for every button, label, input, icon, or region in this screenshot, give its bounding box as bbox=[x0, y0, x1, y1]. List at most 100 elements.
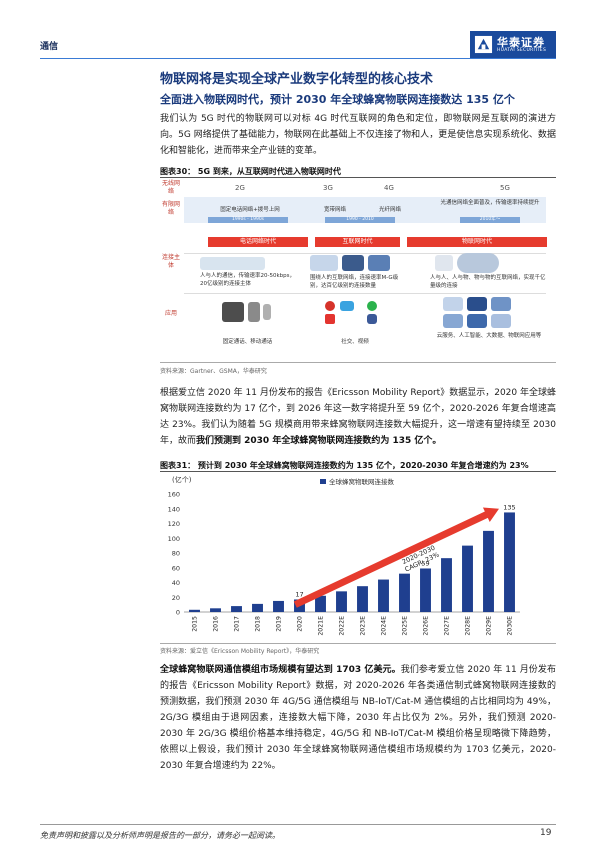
paragraph-ericsson-bold: 我们预测到 2030 年全球蜂窝物联网连接数约为 135 亿个。 bbox=[196, 436, 442, 446]
x-tick-label: 2015 bbox=[192, 616, 199, 632]
row-label-demand: 有限网络 bbox=[161, 201, 180, 216]
paragraph-module-market: 全球蜂窝物联网通信模组市场规模有望达到 1703 亿美元。我们参考爱立信 202… bbox=[160, 662, 556, 774]
figure30-bottom-rule bbox=[160, 362, 556, 363]
wechat-icon bbox=[367, 301, 377, 311]
network-illustration-icon bbox=[342, 255, 364, 271]
bar-2028E bbox=[462, 545, 473, 612]
logo-mark-icon bbox=[474, 35, 493, 54]
app-caption-2: 社交、视频 bbox=[341, 339, 369, 345]
y-tick-label: 40 bbox=[172, 579, 180, 587]
figure30-diagram: 无线网络 有限网络 2G 3G 4G 5G 固定电话网络+拨号上网 宽带网络 光… bbox=[160, 177, 556, 357]
band-left-text: 固定电话网络+拨号上网 bbox=[220, 207, 280, 213]
subject-desc-1: 人与人的通信，传输速率20-50kbps，20亿级别的连接主体 bbox=[200, 273, 296, 287]
data-label: 17 bbox=[295, 590, 303, 598]
section-label: 通信 bbox=[40, 42, 59, 52]
vehicle-icon bbox=[491, 314, 511, 328]
x-tick-label: 2023E bbox=[360, 616, 367, 636]
x-tick-label: 2022E bbox=[339, 616, 346, 636]
bar-2030E bbox=[504, 512, 515, 612]
section-heading: 物联网将是实现全球产业数字化转型的核心技术 bbox=[160, 72, 434, 87]
y-tick-label: 20 bbox=[172, 594, 180, 602]
figure31-title: 图表31： 预计到 2030 年全球蜂窝物联网连接数约为 135 亿个，2020… bbox=[160, 461, 529, 470]
bar-2018 bbox=[252, 603, 263, 612]
logo-name: 华泰证券 bbox=[497, 36, 545, 49]
paragraph-ericsson: 根据爱立信 2020 年 11 月份发布的报告《Ericsson Mobilit… bbox=[160, 385, 556, 449]
x-tick-label: 2028E bbox=[465, 616, 472, 636]
band-right-text: 光通信网络全面普及，传输速率持续提升 bbox=[440, 200, 540, 206]
data-label: 135 bbox=[503, 503, 515, 511]
x-tick-label: 2021E bbox=[318, 616, 325, 636]
laptop-illustration-icon bbox=[310, 255, 338, 271]
app-caption-1: 固定通话、移动通话 bbox=[222, 339, 273, 345]
row-divider-1 bbox=[184, 253, 546, 254]
data-label: 59 bbox=[421, 559, 429, 567]
app-caption-3: 云服务、人工智能、大数据、物联网应用等 bbox=[436, 333, 542, 339]
person-illustration-icon bbox=[435, 255, 453, 271]
row-label-app: 应用 bbox=[164, 310, 177, 317]
iot-cluster-illustration-icon bbox=[457, 253, 499, 273]
x-tick-label: 2026E bbox=[423, 616, 430, 636]
figure30-title: 图表30： 5G 到来，从互联网时代进入物联网时代 bbox=[160, 167, 341, 176]
mobile-phone-icon bbox=[248, 302, 260, 322]
bar-2027E bbox=[441, 558, 452, 612]
figure30-source: 资料来源：Gartner、GSMA，华泰研究 bbox=[160, 368, 267, 375]
legend-label: 全球蜂窝物联网连接数 bbox=[329, 477, 395, 486]
y-tick-label: 120 bbox=[168, 520, 180, 528]
year-range-2: 1990 - 2010 bbox=[325, 217, 395, 223]
weibo-icon bbox=[325, 301, 335, 311]
x-tick-label: 2020 bbox=[297, 616, 304, 632]
cagr-arrow bbox=[293, 507, 500, 608]
figure31-top-rule bbox=[160, 471, 556, 472]
globe-illustration-icon bbox=[368, 255, 390, 271]
paragraph-module-text: 我们参考爱立信 2020 年 11 月份发布的报告《Ericsson Mobil… bbox=[160, 665, 556, 771]
footer-divider bbox=[40, 824, 556, 825]
bar-2024E bbox=[378, 579, 389, 612]
bar-2026E bbox=[420, 568, 431, 612]
smart-home-icon bbox=[467, 314, 487, 328]
row-label-network: 无线网络 bbox=[161, 180, 180, 195]
year-range-3: 2010年～ bbox=[460, 217, 520, 223]
figure31-bottom-rule bbox=[160, 643, 556, 644]
logo-en: HUATAI SECURITIES bbox=[497, 48, 547, 53]
legend-swatch bbox=[320, 479, 326, 484]
cloud-icon bbox=[443, 297, 463, 311]
x-tick-label: 2016 bbox=[213, 616, 220, 632]
video-app-icon bbox=[340, 301, 354, 311]
figure31-source: 资料来源：爱立信《Ericsson Mobility Report》，华泰研究 bbox=[160, 648, 320, 655]
figure31-bar-chart: (亿个) 全球蜂窝物联网连接数 0 20 40 60 80 100 120 140 160 20… bbox=[168, 475, 520, 636]
people-illustration-icon bbox=[200, 257, 265, 270]
youtube-icon bbox=[325, 314, 335, 324]
x-tick-label: 2025E bbox=[402, 616, 409, 636]
y-tick-label: 80 bbox=[172, 550, 180, 558]
bar-2029E bbox=[483, 530, 494, 612]
row-label-subject: 连接主体 bbox=[161, 254, 180, 269]
handset-icon bbox=[263, 304, 271, 320]
paragraph-intro: 我们认为 5G 时代的物联网可以对标 4G 时代互联网的角色和定位，即物联网是互… bbox=[160, 114, 556, 156]
bar-2015 bbox=[189, 609, 200, 612]
era-internet: 互联网时代 bbox=[315, 237, 400, 247]
figure30-top-rule bbox=[160, 177, 556, 178]
sub-heading: 全面进入物联网时代，预计 2030 年全球蜂窝物联网连接数达 135 亿个 bbox=[160, 93, 515, 106]
subject-desc-3: 人与人、人与物、物与物的互联网络，实现千亿量级的连接 bbox=[430, 275, 546, 289]
bar-2016 bbox=[210, 608, 221, 612]
chart-unit-label: (亿个) bbox=[172, 475, 192, 484]
gen-2g: 2G bbox=[235, 184, 245, 192]
cagr-arrow-shape bbox=[293, 507, 500, 608]
paragraph-module-bold: 全球蜂窝物联网通信模组市场规模有望达到 1703 亿美元。 bbox=[160, 665, 401, 675]
page-number: 19 bbox=[540, 828, 552, 838]
year-range-1: 1990s - 1990s bbox=[208, 217, 288, 223]
bar-2022E bbox=[336, 591, 347, 612]
ai-icon bbox=[467, 297, 487, 311]
row-divider-2 bbox=[184, 293, 546, 294]
subject-desc-2: 围绕人的互联网络，连接速率M-G级别，达百亿级别的连接数量 bbox=[310, 275, 399, 289]
bar-2017 bbox=[231, 606, 242, 612]
brand-logo: 华泰证券 HUATAI SECURITIES bbox=[470, 31, 556, 58]
bar-2019 bbox=[273, 600, 284, 612]
era-telephone: 电话网络时代 bbox=[208, 237, 308, 247]
x-tick-label: 2030E bbox=[507, 616, 514, 636]
x-tick-label: 2017 bbox=[234, 616, 241, 632]
header-divider bbox=[40, 58, 556, 59]
footer-disclaimer: 免责声明和披露以及分析师声明是报告的一部分，请务必一起阅读。 bbox=[40, 831, 280, 840]
x-tick-label: 2024E bbox=[381, 616, 388, 636]
bar-2021E bbox=[315, 595, 326, 612]
